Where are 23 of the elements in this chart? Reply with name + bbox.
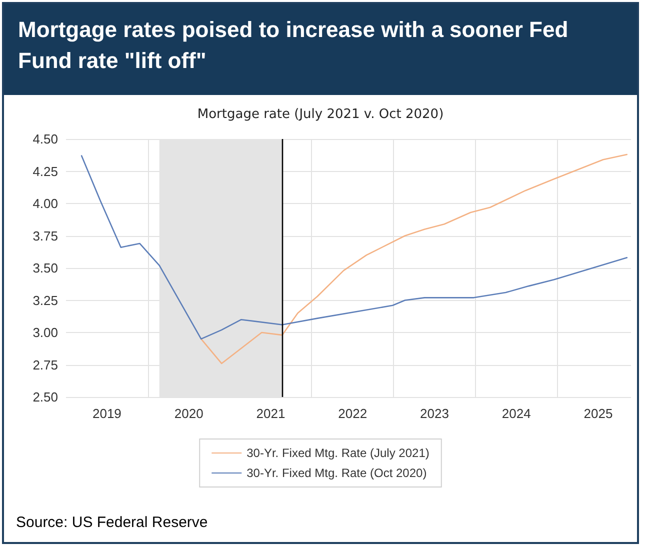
x-tick-label: 2024 xyxy=(502,406,531,421)
y-tick-label: 4.00 xyxy=(32,196,58,211)
y-tick-label: 2.75 xyxy=(32,357,58,372)
x-tick-label: 2020 xyxy=(174,406,204,421)
x-tick-label: 2022 xyxy=(338,406,368,421)
chart-title: Mortgage rates poised to increase with a sooner Fed Fund rate "lift off" xyxy=(4,4,637,95)
x-tick-label: 2023 xyxy=(420,406,449,421)
y-tick-label: 3.25 xyxy=(32,292,58,308)
line-series xyxy=(200,154,628,364)
y-tick-label: 3.75 xyxy=(32,228,58,244)
y-tick-label: 4.50 xyxy=(32,132,58,146)
x-tick-label: 2019 xyxy=(92,406,122,421)
y-tick-label: 3.50 xyxy=(32,260,58,276)
line-series xyxy=(80,155,628,340)
legend-label: 30-Yr. Fixed Mtg. Rate (Oct 2020) xyxy=(246,466,427,480)
y-tick-label: 2.50 xyxy=(32,390,58,404)
x-tick-label: 2021 xyxy=(256,406,286,421)
legend-label: 30-Yr. Fixed Mtg. Rate (July 2021) xyxy=(246,446,430,460)
x-tick-label: 2025 xyxy=(584,406,613,421)
source-note: Source: US Federal Reserve xyxy=(16,514,208,531)
chart-subtitle: Mortgage rate (July 2021 v. Oct 2020) xyxy=(197,107,444,122)
y-tick-label: 4.25 xyxy=(32,164,58,179)
y-tick-label: 3.00 xyxy=(32,325,58,340)
